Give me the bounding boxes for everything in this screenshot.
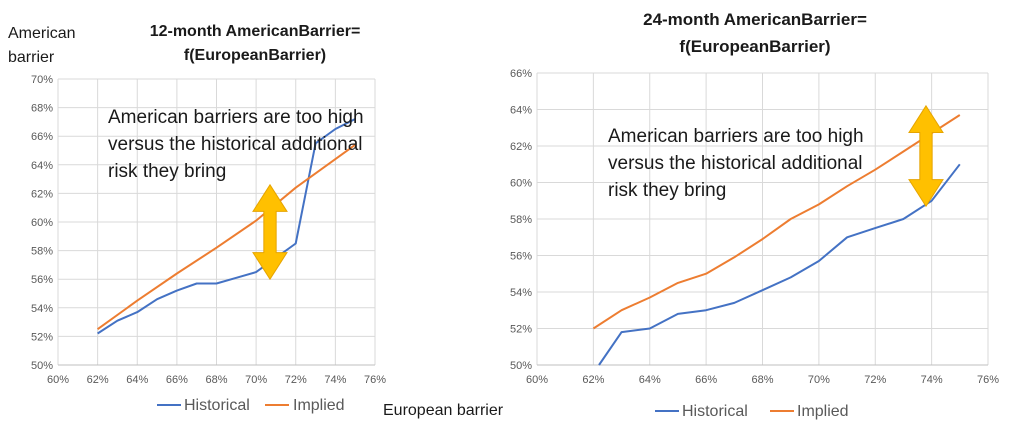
x-tick-label: 74% <box>324 374 346 386</box>
x-tick-label: 70% <box>808 374 830 386</box>
y-tick-label: 50% <box>510 360 532 372</box>
x-tick-label: 60% <box>47 374 69 386</box>
y-tick-label: 52% <box>31 331 53 343</box>
y-tick-label: 52% <box>510 324 532 336</box>
series-line-implied <box>592 114 961 330</box>
x-tick-label: 62% <box>87 374 109 386</box>
x-tick-label: 64% <box>126 374 148 386</box>
chart-12-month: 12-month AmericanBarrier= f(EuropeanBarri… <box>8 23 504 419</box>
annotation-line: versus the historical additional <box>108 134 363 155</box>
x-tick-label: 62% <box>582 374 604 386</box>
x-tick-label: 74% <box>921 374 943 386</box>
series-line-historical <box>97 118 356 335</box>
x-tick-label: 72% <box>285 374 307 386</box>
series-line-historical <box>598 163 961 366</box>
y-tick-label: 56% <box>31 274 53 286</box>
x-tick-label: 64% <box>639 374 661 386</box>
x-tick-label: 66% <box>166 374 188 386</box>
annotation-line: American barriers are too high <box>608 126 864 147</box>
y-axis-label: American <box>8 25 76 42</box>
legend-label: Historical <box>184 397 250 414</box>
x-tick-label: 68% <box>751 374 773 386</box>
x-tick-label: 68% <box>205 374 227 386</box>
y-tick-label: 56% <box>510 251 532 263</box>
x-tick-label: 76% <box>364 374 386 386</box>
y-tick-label: 58% <box>31 246 53 258</box>
chart-24-month: 24-month AmericanBarrier= f(EuropeanBarri… <box>510 10 999 420</box>
legend-label: Historical <box>682 403 748 420</box>
y-tick-label: 58% <box>510 214 532 226</box>
legend-label: Implied <box>797 403 849 420</box>
x-tick-label: 70% <box>245 374 267 386</box>
y-tick-label: 66% <box>31 131 53 143</box>
y-tick-label: 60% <box>31 217 53 229</box>
y-axis-label: barrier <box>8 49 55 66</box>
chart-title-line: f(EuropeanBarrier) <box>184 47 326 64</box>
x-tick-label: 60% <box>526 374 548 386</box>
chart-title-line: 24-month AmericanBarrier= <box>643 10 867 29</box>
annotation-line: risk they bring <box>608 180 726 201</box>
x-tick-label: 72% <box>864 374 886 386</box>
double-arrow-icon <box>908 104 944 208</box>
y-tick-label: 66% <box>510 68 532 80</box>
legend-label: Implied <box>293 397 345 414</box>
x-tick-label: 66% <box>695 374 717 386</box>
chart-title-line: f(EuropeanBarrier) <box>679 37 830 56</box>
annotation-line: risk they bring <box>108 161 226 182</box>
y-tick-label: 64% <box>31 160 53 172</box>
y-tick-label: 54% <box>510 287 532 299</box>
y-tick-label: 68% <box>31 103 53 115</box>
x-tick-label: 76% <box>977 374 999 386</box>
series-line-implied <box>97 143 356 331</box>
chart-title-line: 12-month AmericanBarrier= <box>150 23 361 40</box>
annotation-line: versus the historical additional <box>608 153 863 174</box>
y-tick-label: 50% <box>31 360 53 372</box>
y-tick-label: 54% <box>31 303 53 315</box>
x-axis-label: European barrier <box>383 402 504 419</box>
double-arrow-icon <box>252 183 288 281</box>
annotation-line: American barriers are too high <box>108 107 364 128</box>
y-tick-label: 62% <box>31 188 53 200</box>
y-tick-label: 70% <box>31 74 53 86</box>
y-tick-label: 60% <box>510 178 532 190</box>
y-tick-label: 64% <box>510 105 532 117</box>
y-tick-label: 62% <box>510 141 532 153</box>
